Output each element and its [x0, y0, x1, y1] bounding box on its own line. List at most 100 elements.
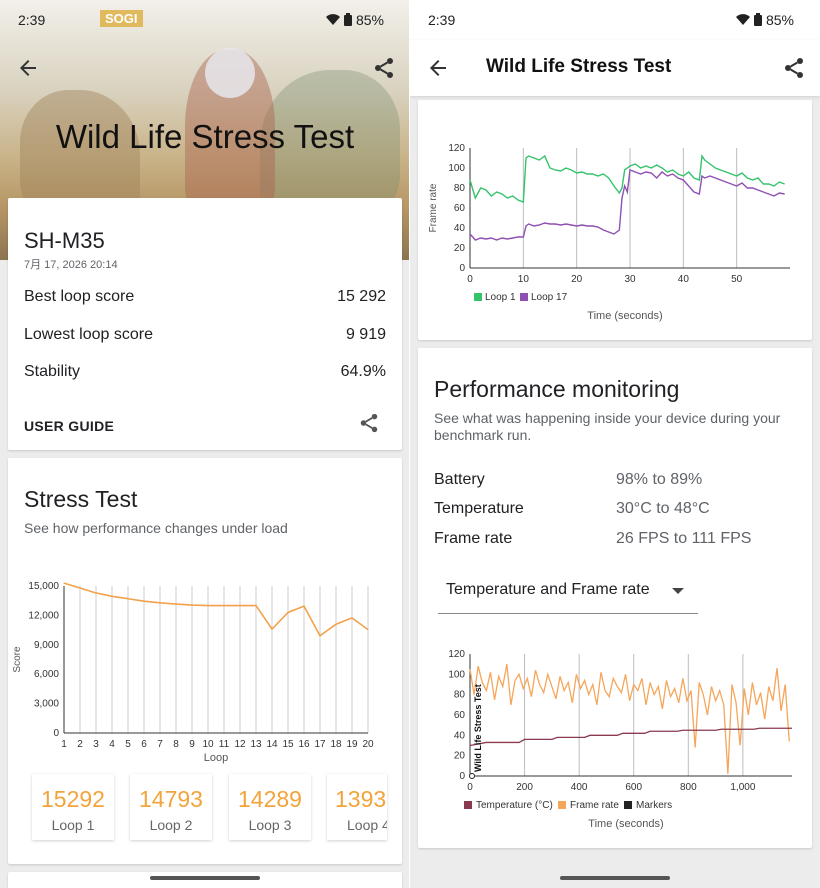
- watermark-logo: SOGI: [100, 10, 143, 27]
- x-tick-label: 10: [202, 739, 214, 750]
- x-tick-label: 13: [250, 739, 262, 750]
- status-time: 2:39: [18, 12, 46, 28]
- y-tick-label: 6,000: [34, 669, 59, 680]
- legend-label: Frame rate: [570, 800, 619, 811]
- x-tick-label: 0: [467, 274, 473, 285]
- data-point: [367, 629, 369, 631]
- summary-row-best: Best loop score 15 292: [24, 288, 386, 306]
- gesture-nav-bar[interactable]: [150, 876, 260, 880]
- stress-test-subtitle: See how performance changes under load: [24, 520, 288, 536]
- temperature-framerate-chart: 0 200 400 600 800 1,000 0 20 40 60 80 100 120 Wild Li…: [448, 649, 792, 830]
- data-point: [351, 617, 353, 619]
- back-arrow-icon[interactable]: [16, 56, 40, 80]
- x-tick-label: 1,000: [730, 782, 755, 793]
- data-point: [111, 595, 113, 597]
- left-screen: SOGI Wild Life Stress Test 2:39 85% SH-M…: [0, 0, 410, 888]
- gesture-nav-bar[interactable]: [560, 876, 670, 880]
- data-point: [95, 592, 97, 594]
- loop-score-card[interactable]: 15292 Loop 1: [32, 774, 114, 840]
- user-guide-link[interactable]: USER GUIDE: [24, 418, 115, 434]
- loop-score-card[interactable]: 1393 Loop 4: [327, 774, 387, 840]
- series-line-loop17: [469, 169, 785, 241]
- loop-score-card[interactable]: 14793 Loop 2: [130, 774, 212, 840]
- x-tick-label: 4: [109, 739, 115, 750]
- x-tick-label: 5: [125, 739, 131, 750]
- status-bar: 2:39 85%: [410, 0, 820, 40]
- temperature-line: [469, 727, 792, 747]
- loop-score-card[interactable]: 14289 Loop 3: [229, 774, 311, 840]
- right-screen: 2:39 85% Wild Life Stress Test 0 10 20 30 40…: [410, 0, 820, 888]
- legend-swatch-framerate: [558, 801, 566, 809]
- perf-value-battery: 98% to 89%: [616, 471, 703, 488]
- framerate-line: [469, 664, 790, 775]
- metric-dropdown[interactable]: Temperature and Frame rate: [438, 570, 698, 614]
- x-tick-label: 20: [571, 274, 583, 285]
- y-tick-label: 80: [454, 690, 466, 701]
- x-axis-label: Time (seconds): [587, 310, 662, 322]
- x-tick-label: 40: [678, 274, 690, 285]
- x-tick-label: 8: [173, 739, 179, 750]
- x-tick-label: 20: [362, 739, 374, 750]
- y-tick-label: 40: [454, 223, 466, 234]
- x-tick-label: 16: [298, 739, 310, 750]
- data-point: [207, 605, 209, 607]
- summary-row-stability: Stability 64.9%: [24, 363, 386, 381]
- x-tick-label: 200: [516, 782, 533, 793]
- share-icon[interactable]: [782, 56, 806, 80]
- battery-percent: 85%: [765, 12, 794, 28]
- data-point: [143, 600, 145, 602]
- y-tick-label: 15,000: [28, 581, 59, 592]
- battery-percent: 85%: [355, 12, 384, 28]
- status-indicators: 85%: [736, 12, 794, 28]
- perf-label-battery: Battery: [434, 471, 485, 488]
- legend-swatch: [520, 293, 528, 301]
- marker-annotation: Wild Life Stress Test: [473, 684, 483, 772]
- x-tick-label: 19: [346, 739, 358, 750]
- x-axis-label: Loop: [204, 752, 228, 764]
- status-indicators: 85%: [326, 12, 384, 28]
- data-point: [335, 623, 337, 625]
- x-tick-label: 6: [141, 739, 147, 750]
- series-line-loop1: [469, 154, 785, 203]
- perf-label-temperature: Temperature: [434, 500, 524, 517]
- y-tick-label: 12,000: [28, 610, 59, 621]
- summary-value: 64.9%: [340, 363, 386, 380]
- y-tick-label: 0: [459, 263, 465, 274]
- perf-value-frame-rate: 26 FPS to 111 FPS: [616, 530, 752, 547]
- x-tick-label: 15: [282, 739, 294, 750]
- back-arrow-icon[interactable]: [426, 56, 450, 80]
- data-point: [271, 628, 273, 630]
- stress-test-title: Stress Test: [24, 486, 138, 512]
- loop-score-label: Loop 2: [149, 817, 193, 833]
- share-icon[interactable]: [358, 412, 380, 434]
- y-tick-label: 3,000: [34, 699, 59, 710]
- x-tick-label: 10: [518, 274, 530, 285]
- loop-score-label: Loop 1: [51, 817, 95, 833]
- legend-label: Temperature (°C): [476, 800, 553, 811]
- data-point: [79, 587, 81, 589]
- app-bar-title: Wild Life Stress Test: [486, 56, 672, 77]
- data-point: [239, 605, 241, 607]
- legend-swatch-markers: [624, 801, 632, 809]
- y-tick-label: 20: [454, 751, 466, 762]
- x-tick-label: 3: [93, 739, 99, 750]
- legend-swatch: [474, 293, 482, 301]
- status-time: 2:39: [428, 12, 456, 28]
- status-bar: 2:39 85%: [0, 0, 410, 40]
- x-tick-label: 400: [571, 782, 588, 793]
- data-point: [127, 598, 129, 600]
- x-tick-label: 1: [61, 739, 67, 750]
- legend-label: Loop 1: [485, 292, 516, 303]
- x-tick-label: 50: [731, 274, 743, 285]
- loop-score-chart: 1 2 3 4 5 6 7 8 9 10 11 12 13 14 15 16 17 18 19 2003,0006,0…: [12, 581, 374, 764]
- summary-value: 15 292: [337, 288, 386, 305]
- x-tick-label: 9: [189, 739, 195, 750]
- x-tick-label: 600: [625, 782, 642, 793]
- share-icon[interactable]: [372, 56, 396, 80]
- performance-subtitle: See what was happening inside your devic…: [434, 410, 781, 443]
- y-tick-label: 120: [448, 143, 465, 154]
- y-axis-label: Score: [12, 646, 23, 673]
- data-point: [223, 605, 225, 607]
- y-tick-label: 80: [454, 183, 466, 194]
- y-tick-label: 120: [448, 649, 465, 660]
